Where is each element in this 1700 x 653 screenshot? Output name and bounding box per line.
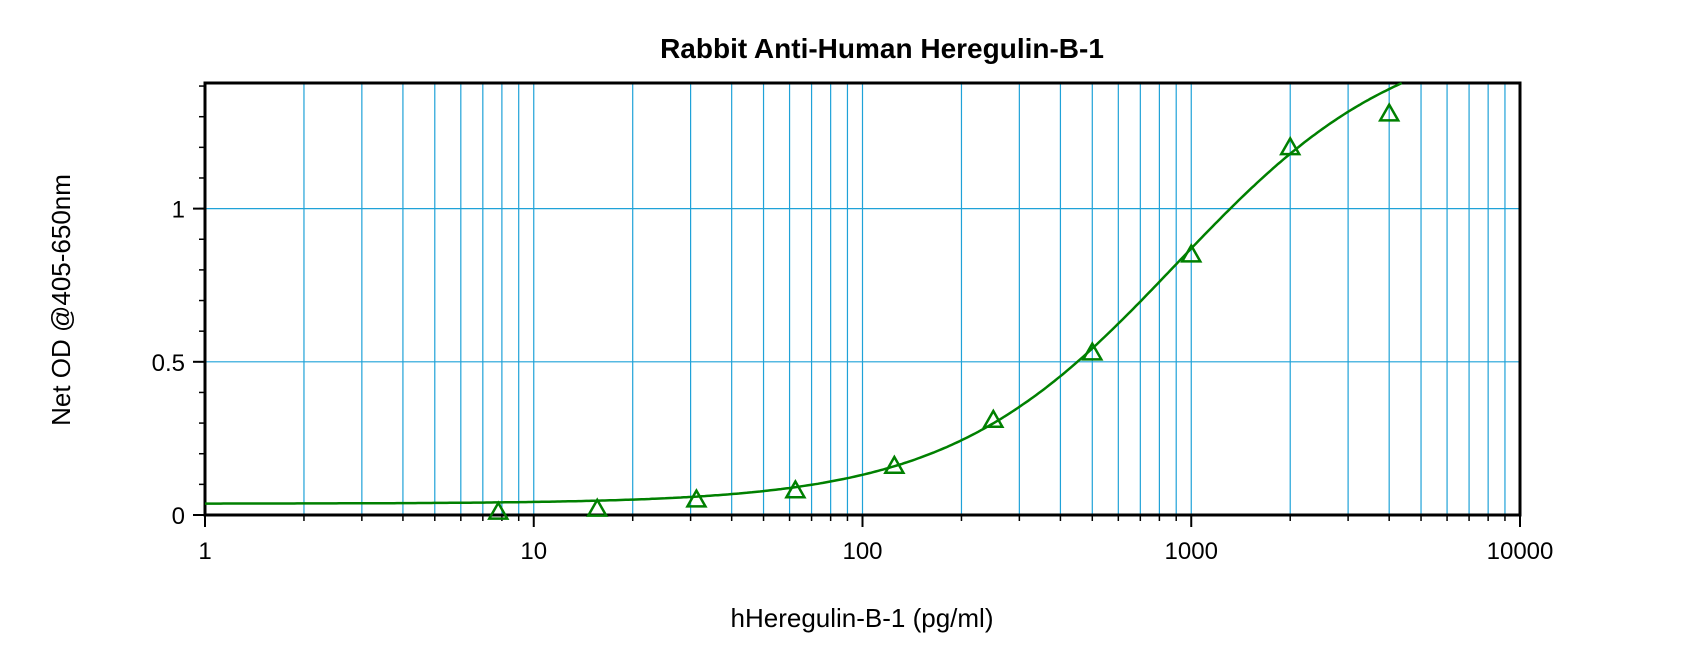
fit-curve <box>205 82 1403 505</box>
x-tick-labels: 1 10 100 1000 10000 <box>198 538 1553 565</box>
x-tick-label: 100 <box>842 538 882 565</box>
data-point-triangle <box>1279 135 1302 156</box>
y-tick-labels: 00.51 <box>152 197 185 530</box>
x-tick-label: 1000 <box>1165 538 1218 565</box>
data-point-triangle <box>487 500 510 520</box>
fit-curve-layer <box>205 82 1403 505</box>
x-tick-label: 10 <box>520 538 547 565</box>
data-points <box>487 102 1401 520</box>
x-tick-label: 10000 <box>1487 538 1554 565</box>
y-tick-label: 0.5 <box>152 350 185 377</box>
data-point-triangle <box>586 497 609 517</box>
data-point-triangle <box>784 478 807 499</box>
grid-lines <box>205 83 1520 515</box>
y-tick-label: 1 <box>172 197 185 224</box>
data-point-triangle <box>982 408 1005 429</box>
y-tick-label: 0 <box>172 503 185 530</box>
data-point-triangle <box>685 488 708 508</box>
x-axis-label: hHeregulin-B-1 (pg/ml) <box>731 603 994 633</box>
x-tick-label: 1 <box>198 538 211 565</box>
axis-ticks <box>193 85 1521 527</box>
y-axis-label: Net OD @405-650nm <box>46 174 76 426</box>
data-point-triangle <box>1081 341 1104 361</box>
data-point-triangle <box>883 454 906 474</box>
data-point-triangle <box>1180 243 1203 263</box>
chart-title: Rabbit Anti-Human Heregulin-B-1 <box>660 33 1104 64</box>
data-point-triangle <box>1378 102 1401 122</box>
